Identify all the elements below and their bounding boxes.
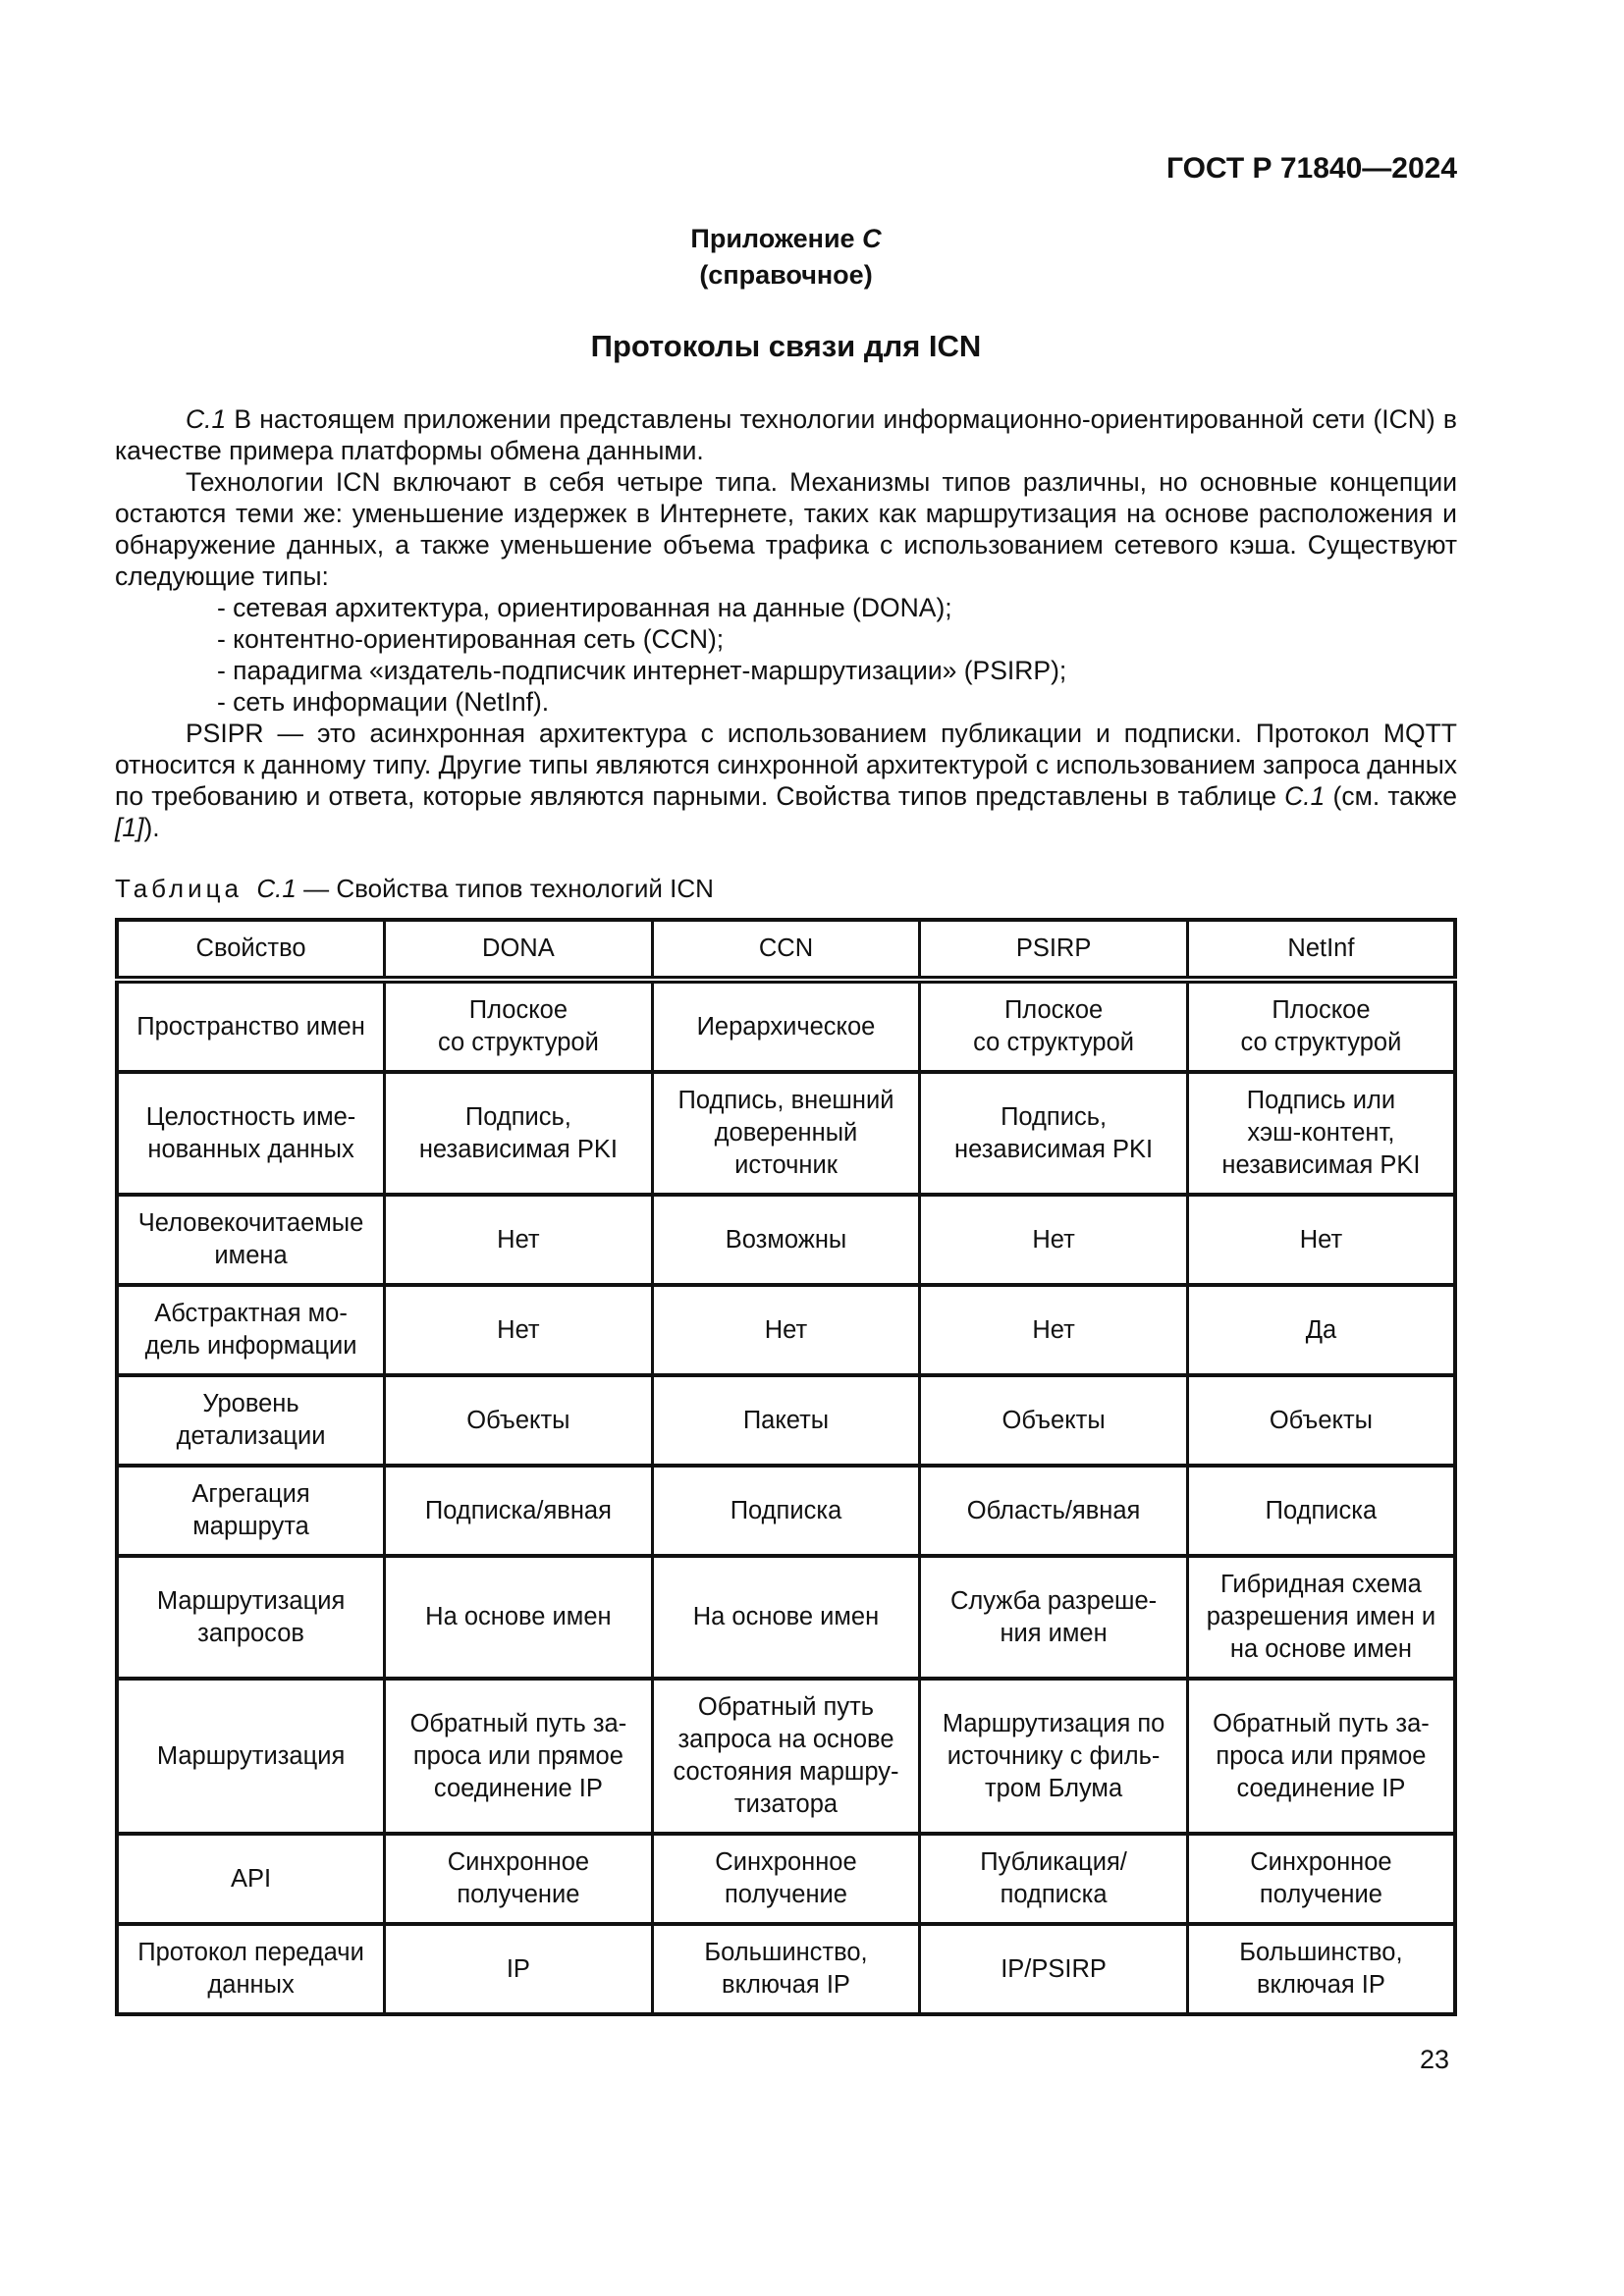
property-cell: API [115,1832,387,1926]
appendix-label-text: Приложение [690,224,863,253]
column-header: Свойство [115,918,387,984]
table-row: Маршрутизация запросов На основе имен На о… [115,1554,1457,1681]
column-header: PSIRP [918,918,1189,984]
value-cell: Подпись, независимая PKI [383,1070,654,1197]
list-item: - сетевая архитектура, ориентированная н… [217,593,952,622]
icn-type-list: - сетевая архитектура, ориентированная н… [115,592,1457,718]
property-cell: Протокол передачи данных [115,1922,387,2016]
bibliography-ref: [1] [115,813,144,842]
value-cell: Плоское со структурой [1185,978,1457,1074]
appendix-label: Приложение С [115,221,1457,257]
value-cell: Объекты [1185,1373,1457,1468]
paragraph-psipr-end: ). [143,813,160,842]
table-row: Агрегация маршрута Подписка/явная Подписка… [115,1464,1457,1558]
value-cell: Синхронное получение [1185,1832,1457,1926]
value-cell: Объекты [383,1373,654,1468]
standard-code: ГОСТ Р 71840—2024 [1165,152,1457,185]
column-header: DONA [383,918,654,984]
table-ref: С.1 [1284,781,1326,811]
value-cell: Нет [1185,1193,1457,1287]
table-row: Маршрутизация Обратный путь за- проса или… [115,1677,1457,1836]
property-cell: Пространство имен [115,978,387,1074]
table-row: Протокол передачи данных IP Большинство, в… [115,1922,1457,2016]
property-cell: Маршрутизация [115,1677,387,1836]
value-cell: Пакеты [650,1373,922,1468]
value-cell: Обратный путь за- проса или прямое соеди… [1185,1677,1457,1836]
table-caption: Таблица С.1 — Свойства типов технологий … [115,873,1457,904]
value-cell: Нет [383,1283,654,1377]
value-cell: Синхронное получение [383,1832,654,1926]
icn-properties-table: Свойство DONA CCN PSIRP NetInf Пространство … [115,918,1457,2016]
page-number: 23 [1419,2045,1449,2074]
property-cell: Абстрактная мо- дель информации [115,1283,387,1377]
column-header: NetInf [1185,918,1457,984]
paragraph-psipr: PSIPR — это асинхронная архитектура с ис… [115,718,1457,843]
property-cell: Маршрутизация запросов [115,1554,387,1681]
value-cell: Публикация/ подписка [918,1832,1189,1926]
list-item: - парадигма «издатель-подписчик интернет… [217,656,1067,685]
value-cell: Гибридная схема разрешения имен и на осн… [1185,1554,1457,1681]
paragraph-psipr-text: PSIPR — это асинхронная архитектура с ис… [115,719,1457,811]
body-text: С.1 В настоящем приложении представлены … [115,403,1457,843]
value-cell: Плоское со структурой [918,978,1189,1074]
table-header-row: Свойство DONA CCN PSIRP NetInf [115,918,1457,984]
value-cell: Подпись, независимая PKI [918,1070,1189,1197]
value-cell: На основе имен [383,1554,654,1681]
value-cell: Плоское со структурой [383,978,654,1074]
column-header: CCN [650,918,922,984]
list-item: - контентно-ориентированная сеть (CCN); [217,624,725,654]
value-cell: Обратный путь запроса на основе состояни… [650,1677,922,1836]
table-body: Пространство имен Плоское со структурой Ие… [115,978,1457,2016]
table-caption-number: С.1 [256,874,297,903]
paragraph-c1: С.1 В настоящем приложении представлены … [115,403,1457,466]
value-cell: Подпись, внешний доверенный источник [650,1070,922,1197]
value-cell: Подписка/явная [383,1464,654,1558]
appendix-kind: (справочное) [699,260,873,290]
clause-number: С.1 [186,404,227,434]
paragraph-psipr-mid: (см. также [1325,781,1457,811]
value-cell: Подписка [1185,1464,1457,1558]
value-cell: Объекты [918,1373,1189,1468]
value-cell: IP [383,1922,654,2016]
table-row: Человекочитаемые имена Нет Возможны Нет Нет [115,1193,1457,1287]
page-title: Протоколы связи для ICN [590,329,982,363]
property-cell: Целостность име- нованных данных [115,1070,387,1197]
property-cell: Агрегация маршрута [115,1464,387,1558]
value-cell: Синхронное получение [650,1832,922,1926]
value-cell: Подписка [650,1464,922,1558]
value-cell: Иерархическое [650,978,922,1074]
table-row: Пространство имен Плоское со структурой Ие… [115,978,1457,1074]
value-cell: Обратный путь за- проса или прямое соеди… [383,1677,654,1836]
value-cell: IP/PSIRP [918,1922,1189,2016]
value-cell: Большинство, включая IP [650,1922,922,2016]
table-caption-title: — Свойства типов технологий ICN [296,874,714,903]
property-cell: Уровень детализации [115,1373,387,1468]
table-header: Свойство DONA CCN PSIRP NetInf [115,918,1457,984]
value-cell: Служба разреше- ния имен [918,1554,1189,1681]
table-row: Абстрактная мо- дель информации Нет Нет Нет… [115,1283,1457,1377]
table-row: Целостность име- нованных данных Подпись,… [115,1070,1457,1197]
value-cell: Да [1185,1283,1457,1377]
value-cell: Нет [383,1193,654,1287]
value-cell: Нет [918,1283,1189,1377]
appendix-heading: Приложение С (справочное) [115,221,1457,294]
property-cell: Человекочитаемые имена [115,1193,387,1287]
value-cell: Нет [918,1193,1189,1287]
value-cell: Большинство, включая IP [1185,1922,1457,2016]
value-cell: Нет [650,1283,922,1377]
paragraph-types: Технологии ICN включают в себя четыре ти… [115,467,1457,591]
value-cell: Возможны [650,1193,922,1287]
paragraph-c1-text: В настоящем приложении представлены техн… [115,404,1457,465]
value-cell: Подпись или хэш-контент, независимая PKI [1185,1070,1457,1197]
table-row: API Синхронное получение Синхронное получе… [115,1832,1457,1926]
table-caption-label: Таблица [115,874,243,903]
value-cell: Область/явная [918,1464,1189,1558]
table-row: Уровень детализации Объекты Пакеты Объекты О… [115,1373,1457,1468]
list-item: - сеть информации (NetInf). [217,687,550,717]
value-cell: На основе имен [650,1554,922,1681]
appendix-letter: С [862,224,882,253]
value-cell: Маршрутизация по источнику с филь- тром … [918,1677,1189,1836]
